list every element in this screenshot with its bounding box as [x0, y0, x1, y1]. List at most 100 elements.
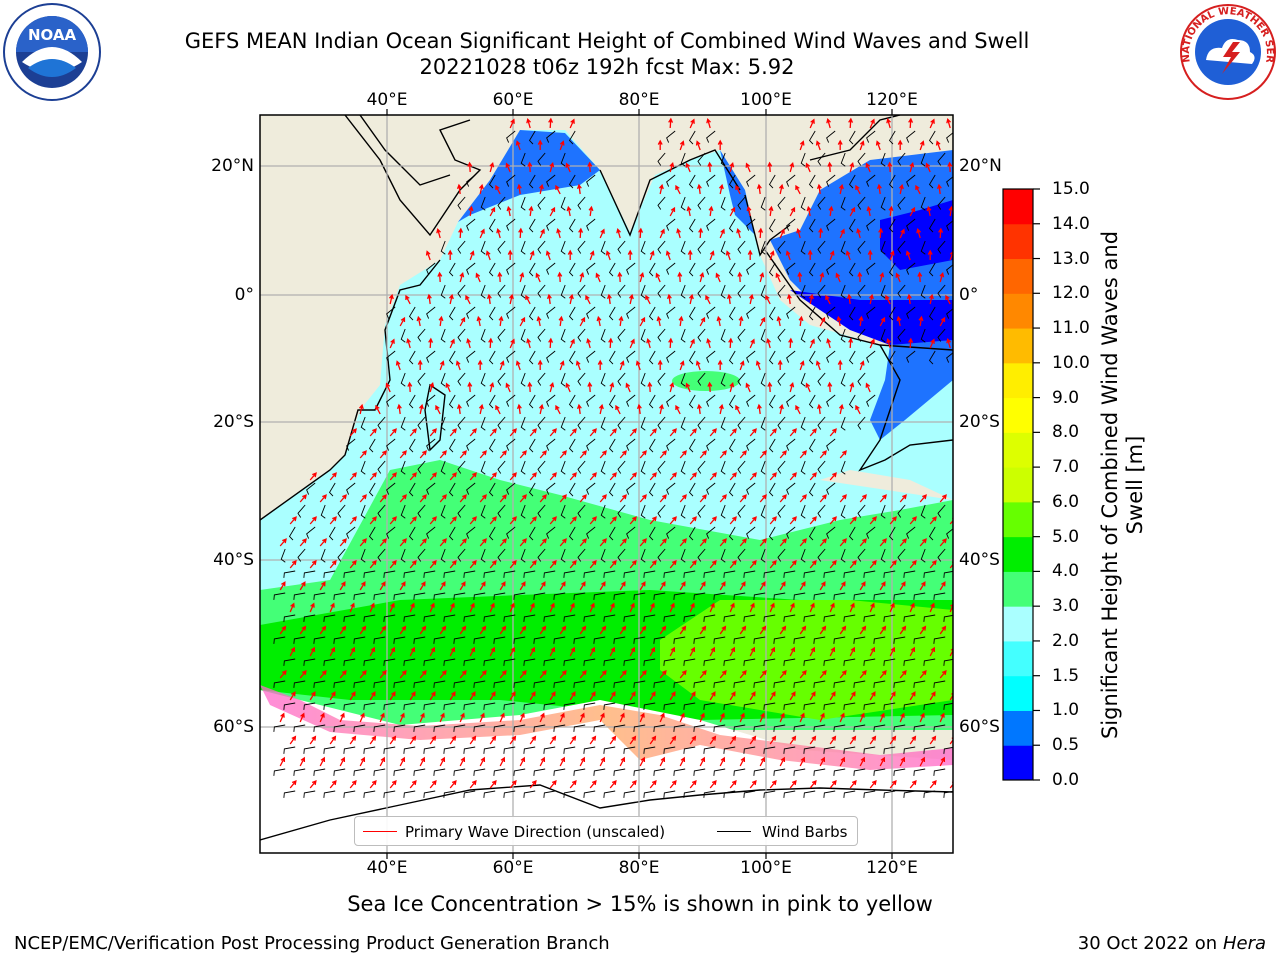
- wave-direction-arrow: [475, 272, 481, 283]
- wave-direction-arrow: [909, 162, 915, 173]
- wave-direction-arrow: [299, 669, 307, 679]
- wind-barb: [848, 262, 856, 277]
- colorbar-tick-label: 6.0: [1052, 491, 1080, 512]
- wind-barb: [497, 504, 506, 518]
- wave-direction-arrow: [759, 581, 766, 591]
- wind-barb: [483, 570, 496, 578]
- wind-barb: [533, 636, 546, 644]
- wave-direction-arrow: [359, 494, 367, 503]
- wind-barb: [706, 526, 716, 539]
- wave-direction-arrow: [465, 294, 471, 305]
- wind-barb: [857, 152, 866, 166]
- wind-barb: [457, 504, 466, 518]
- wind-barb: [760, 240, 766, 255]
- wind-barb: [608, 262, 616, 277]
- wind-barb: [537, 460, 546, 474]
- wind-barb: [783, 614, 796, 622]
- wave-direction-arrow: [428, 337, 434, 349]
- wind-barb: [537, 328, 546, 342]
- wind-barb: [648, 438, 656, 453]
- wind-barb: [563, 790, 576, 798]
- wind-barb: [488, 394, 496, 409]
- chart-subtitle: 20221028 t06z 192h fcst Max: 5.92: [419, 55, 795, 79]
- wave-direction-arrow: [929, 559, 937, 569]
- wave-direction-arrow: [469, 691, 476, 701]
- wave-direction-arrow: [509, 735, 517, 745]
- wind-barb: [720, 284, 726, 299]
- wave-direction-arrow: [739, 669, 747, 679]
- wind-barb: [657, 504, 666, 518]
- wind-barb: [373, 680, 386, 688]
- wave-direction-arrow: [689, 735, 697, 745]
- wind-barb: [343, 570, 356, 578]
- wave-direction-arrow: [919, 712, 925, 723]
- wave-direction-arrow: [549, 602, 555, 613]
- wind-barb: [713, 768, 726, 776]
- wave-direction-arrow: [769, 779, 777, 789]
- wind-barb: [408, 350, 416, 365]
- wind-barb: [843, 702, 856, 710]
- wave-direction-arrow: [655, 272, 661, 283]
- wave-direction-arrow: [759, 316, 766, 327]
- wave-direction-arrow: [899, 756, 906, 767]
- wind-barb: [613, 636, 626, 644]
- lon-tick-top-80e: 80°E: [618, 90, 660, 110]
- wind-barb: [403, 746, 416, 754]
- wind-barb: [393, 592, 406, 600]
- wind-barb: [343, 658, 356, 666]
- wave-direction-arrow: [499, 581, 506, 591]
- wave-direction-arrow: [809, 646, 816, 657]
- wind-barb: [563, 614, 576, 622]
- wave-direction-arrow: [609, 779, 617, 789]
- wave-direction-arrow: [949, 561, 953, 569]
- wave-direction-arrow: [599, 450, 607, 459]
- wave-direction-arrow: [788, 337, 794, 349]
- wave-direction-arrow: [679, 712, 685, 723]
- wind-barb: [377, 416, 386, 430]
- wave-direction-arrow: [549, 516, 557, 525]
- wave-direction-arrow: [699, 756, 706, 767]
- wave-direction-arrow: [719, 228, 725, 239]
- wave-direction-arrow: [926, 205, 932, 217]
- wave-direction-arrow: [657, 359, 663, 371]
- wave-direction-arrow: [389, 338, 395, 349]
- wind-barb-swatch: [717, 831, 751, 832]
- indonesian-seas-calm-north: [880, 200, 953, 270]
- wave-direction-arrow: [729, 382, 735, 393]
- wave-direction-arrow: [329, 779, 337, 789]
- wind-barb: [353, 592, 366, 600]
- wind-barb: [528, 262, 536, 277]
- wave-direction-arrow: [839, 669, 847, 679]
- wind-barb: [866, 306, 876, 319]
- wave-direction-arrow: [726, 293, 732, 305]
- wind-barb: [423, 570, 436, 578]
- wave-direction-arrow: [728, 337, 734, 349]
- wave-direction-arrow: [819, 494, 827, 503]
- wind-barb: [857, 548, 866, 562]
- wind-barb: [343, 614, 356, 622]
- wave-direction-arrow: [439, 450, 447, 459]
- wind-barb: [688, 130, 696, 145]
- wave-direction-arrow: [659, 450, 667, 459]
- wave-direction-arrow: [819, 316, 826, 327]
- wind-barb: [826, 350, 836, 363]
- wind-barb: [563, 658, 576, 666]
- wind-barb: [417, 416, 426, 430]
- wave-direction-arrow: [689, 428, 697, 437]
- wind-barb: [400, 372, 406, 387]
- wave-direction-arrow: [419, 756, 426, 767]
- wind-barb: [920, 152, 926, 167]
- wind-barb: [400, 460, 406, 475]
- wave-direction-arrow: [809, 559, 817, 569]
- wave-direction-arrow: [579, 581, 586, 591]
- wave-direction-arrow: [889, 646, 896, 657]
- wave-direction-arrow: [319, 669, 327, 679]
- wave-direction-arrow: [687, 249, 693, 261]
- wave-direction-arrow: [669, 779, 677, 789]
- wind-barb: [408, 394, 416, 409]
- wind-barb: [760, 504, 766, 519]
- wind-barb: [586, 218, 596, 231]
- wind-barb: [488, 526, 496, 541]
- wind-barb: [293, 680, 306, 688]
- wave-direction-arrow: [596, 315, 602, 327]
